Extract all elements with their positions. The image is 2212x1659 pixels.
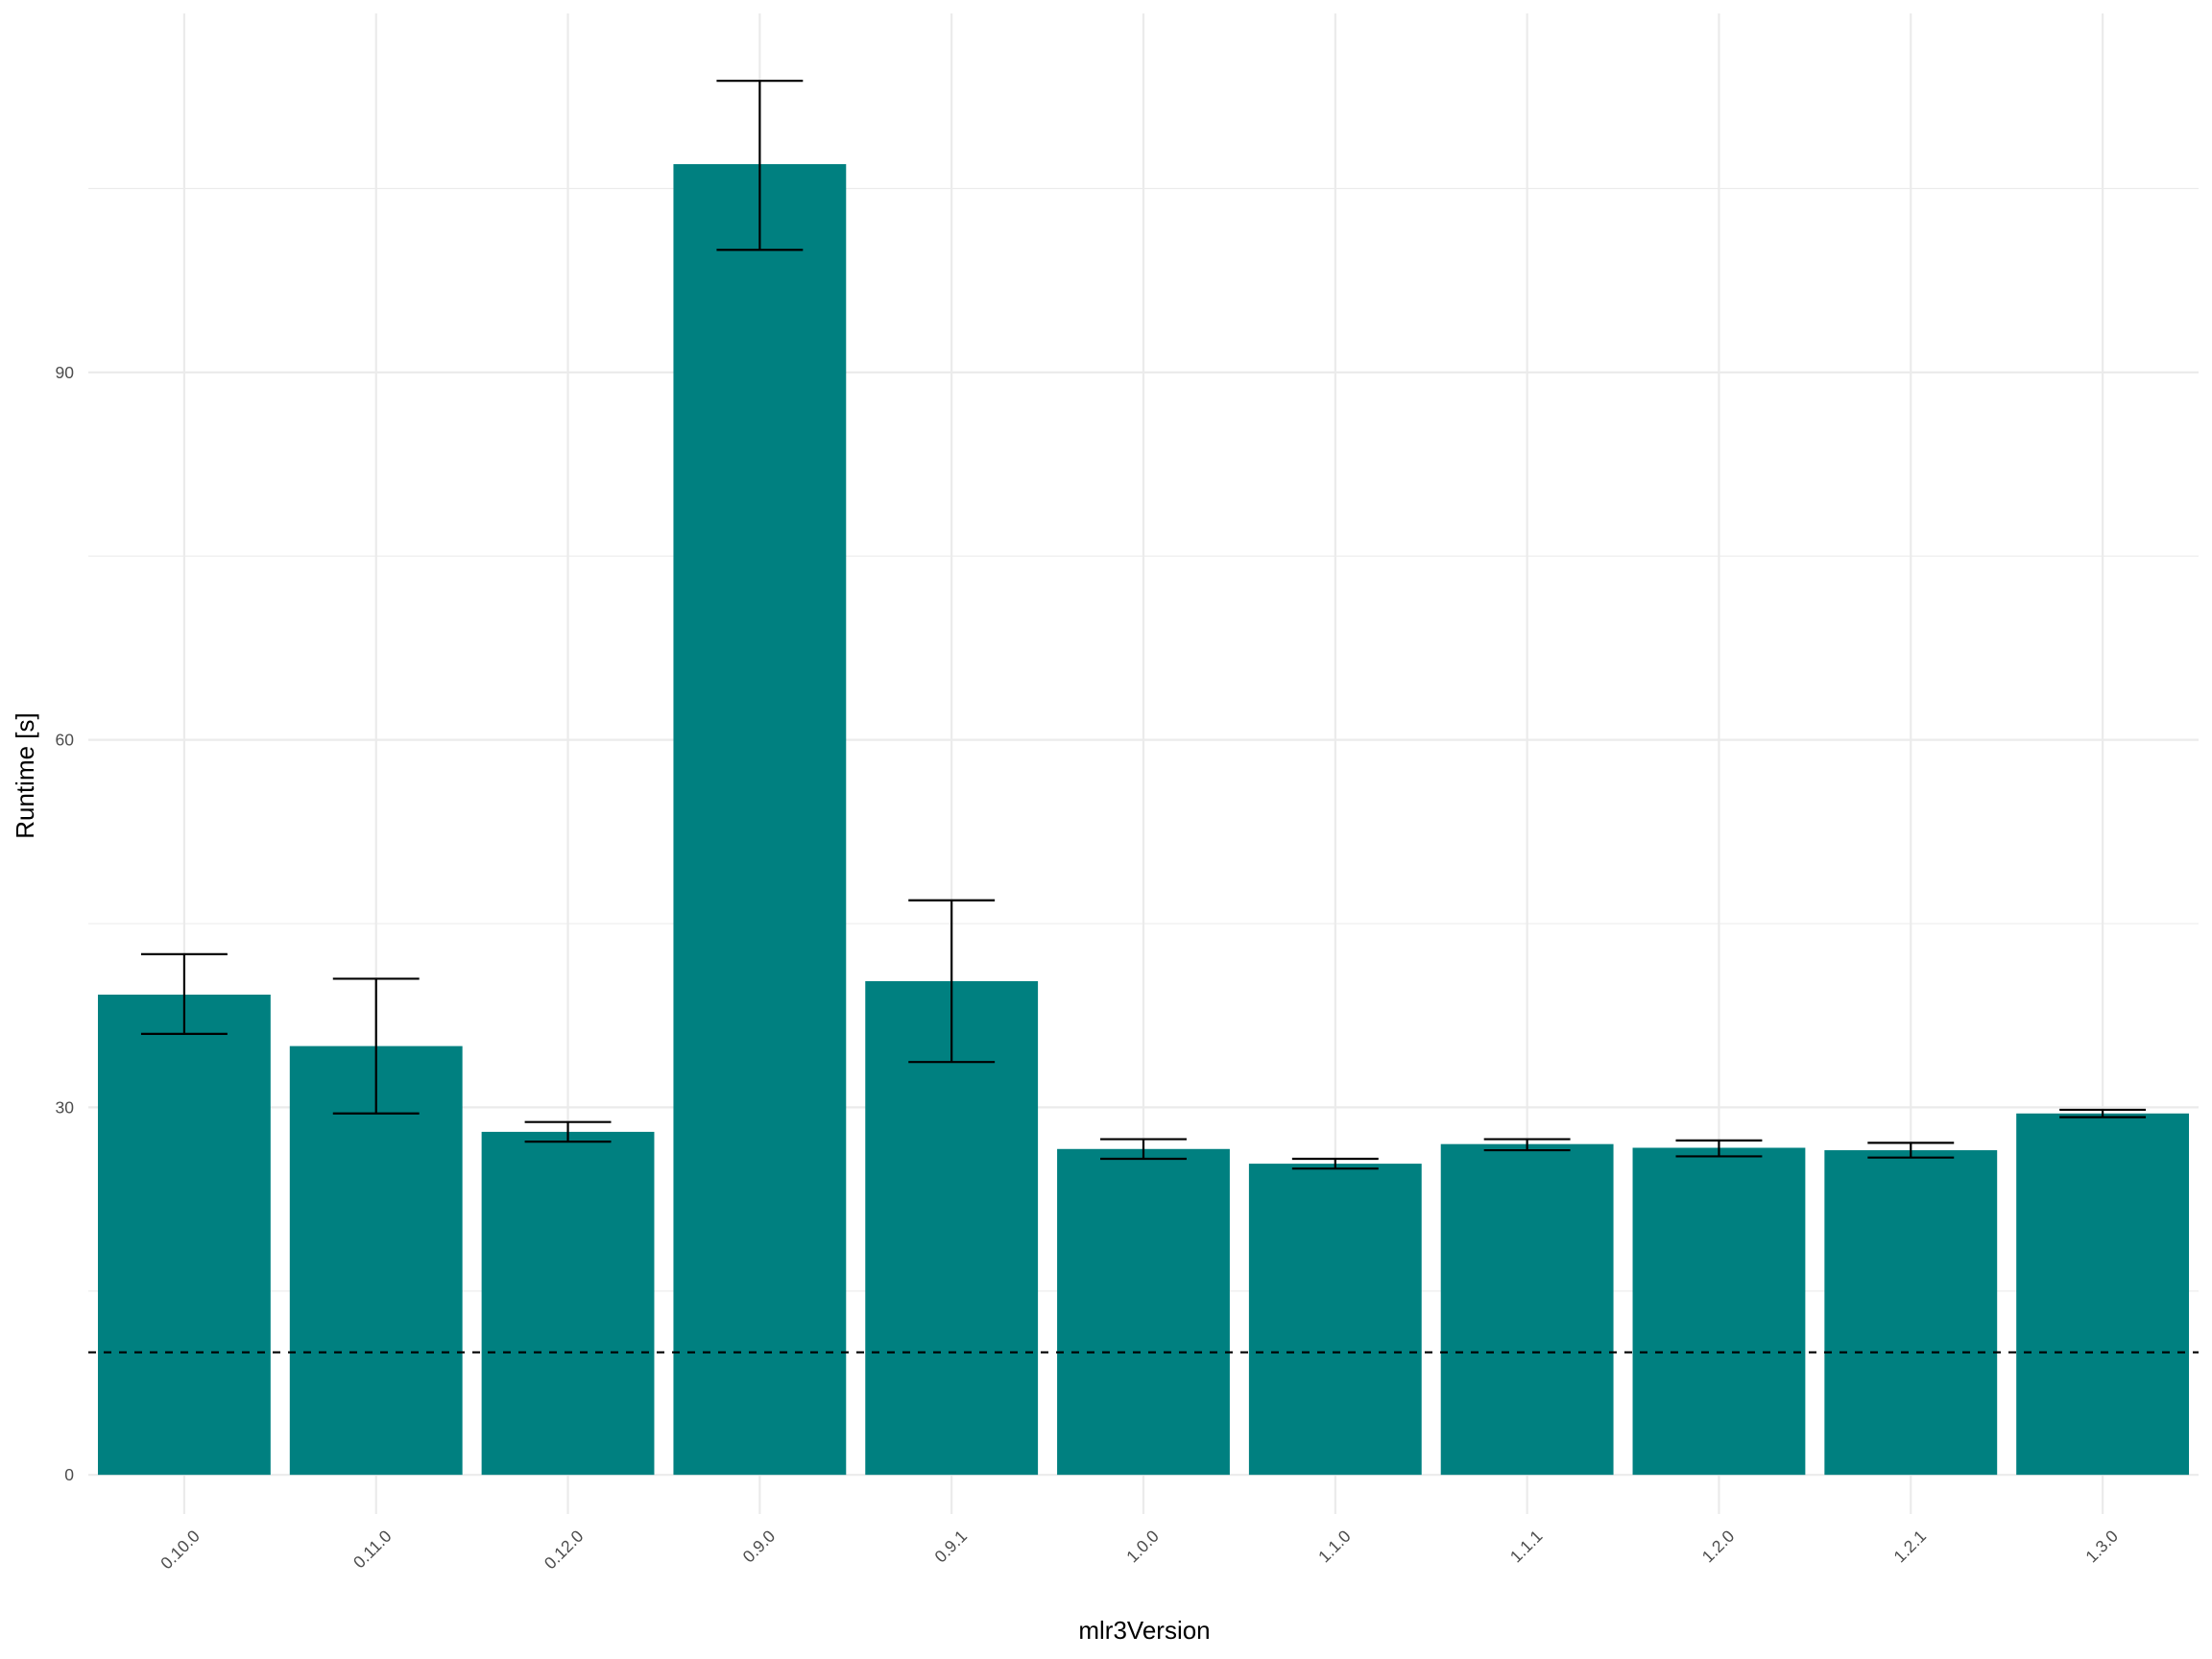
x-tick-label: 0.9.1 <box>930 1527 971 1567</box>
x-tick-label: 0.12.0 <box>541 1527 588 1574</box>
y-tick-label: 90 <box>56 363 75 382</box>
bars <box>97 163 2190 1476</box>
bar <box>481 1131 655 1476</box>
bar <box>1632 1147 1806 1476</box>
x-tick-label: 1.1.0 <box>1314 1527 1355 1567</box>
bar <box>1824 1150 1998 1476</box>
x-tick-label: 0.10.0 <box>156 1527 204 1574</box>
x-tick-label: 1.0.0 <box>1122 1527 1163 1567</box>
bar <box>2016 1113 2190 1476</box>
bar <box>1057 1148 1230 1476</box>
bar <box>289 1046 463 1476</box>
y-tick-labels: 0 30 60 90 <box>56 363 75 1484</box>
y-axis-title: Runtime [s] <box>11 712 39 839</box>
x-tick-label: 0.9.0 <box>739 1527 780 1567</box>
x-axis-title: mlr3Version <box>1078 1616 1210 1645</box>
bar <box>673 163 847 1476</box>
x-tick-label: 1.3.0 <box>2081 1527 2122 1567</box>
bar <box>1440 1143 1614 1476</box>
x-tick-label: 1.2.1 <box>1889 1527 1930 1567</box>
bar <box>1248 1164 1422 1476</box>
y-tick-label: 60 <box>56 731 75 750</box>
y-tick-label: 0 <box>64 1465 74 1484</box>
x-tick-label: 0.11.0 <box>349 1527 396 1573</box>
x-tick-label: 1.2.0 <box>1698 1527 1739 1567</box>
x-tick-labels: 0.10.0 0.11.0 0.12.0 0.9.0 0.9.1 1.0.0 1.1.0 1.… <box>156 1527 2122 1574</box>
y-tick-label: 30 <box>56 1097 75 1117</box>
x-tick-label: 1.1.1 <box>1506 1527 1547 1567</box>
bar <box>865 980 1039 1476</box>
error-bars <box>140 80 2147 1170</box>
bar <box>97 995 271 1476</box>
